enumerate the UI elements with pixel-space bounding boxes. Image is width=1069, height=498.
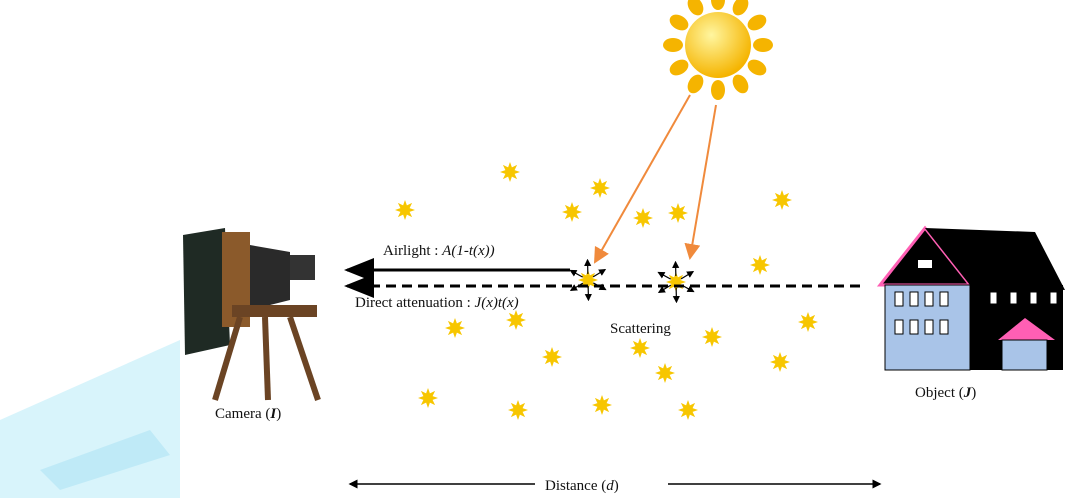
sun-ray — [753, 38, 773, 52]
particle — [542, 347, 562, 367]
sun-ray — [711, 0, 725, 10]
light-ray — [690, 105, 716, 258]
sun-ray — [684, 72, 706, 96]
sun-ray — [729, 0, 751, 18]
distance-label: Distance (d) — [545, 478, 619, 494]
sun — [663, 0, 773, 100]
scattering-label: Scattering — [610, 321, 671, 337]
sun-ray — [729, 72, 751, 96]
particle — [500, 162, 520, 182]
particle — [702, 327, 722, 347]
sun-disc — [685, 12, 751, 78]
light-ray — [595, 95, 690, 262]
particle — [562, 202, 582, 222]
particle — [668, 203, 688, 223]
airlight-label: Airlight : A(1-t(x)) — [383, 243, 495, 259]
scatter-arrow — [658, 272, 670, 279]
particle — [630, 338, 650, 358]
camera-label: Camera (I) — [215, 406, 281, 422]
direct-label: Direct attenuation : J(x)t(x) — [355, 295, 519, 311]
sun-ray — [745, 11, 769, 33]
sun-ray — [684, 0, 706, 18]
scatter-arrow — [570, 270, 582, 277]
sun-ray — [663, 38, 683, 52]
particle — [798, 312, 818, 332]
particle — [592, 395, 612, 415]
particle — [395, 200, 415, 220]
particle — [506, 310, 526, 330]
object-label: Object (J) — [915, 385, 976, 401]
sun-ray — [667, 56, 691, 78]
particle — [445, 318, 465, 338]
particle — [750, 255, 770, 275]
sun-ray — [711, 80, 725, 100]
particle — [678, 400, 698, 420]
particle — [633, 208, 653, 228]
house — [880, 228, 1065, 370]
particle — [655, 363, 675, 383]
camera — [183, 228, 318, 400]
sun-ray — [745, 56, 769, 78]
diagram: Airlight : A(1-t(x)) Direct attenuation … — [0, 0, 1069, 498]
particles — [395, 162, 818, 420]
particle — [590, 178, 610, 198]
particle — [770, 352, 790, 372]
sun-ray — [667, 11, 691, 33]
particle — [508, 400, 528, 420]
particle — [418, 388, 438, 408]
particle — [772, 190, 792, 210]
